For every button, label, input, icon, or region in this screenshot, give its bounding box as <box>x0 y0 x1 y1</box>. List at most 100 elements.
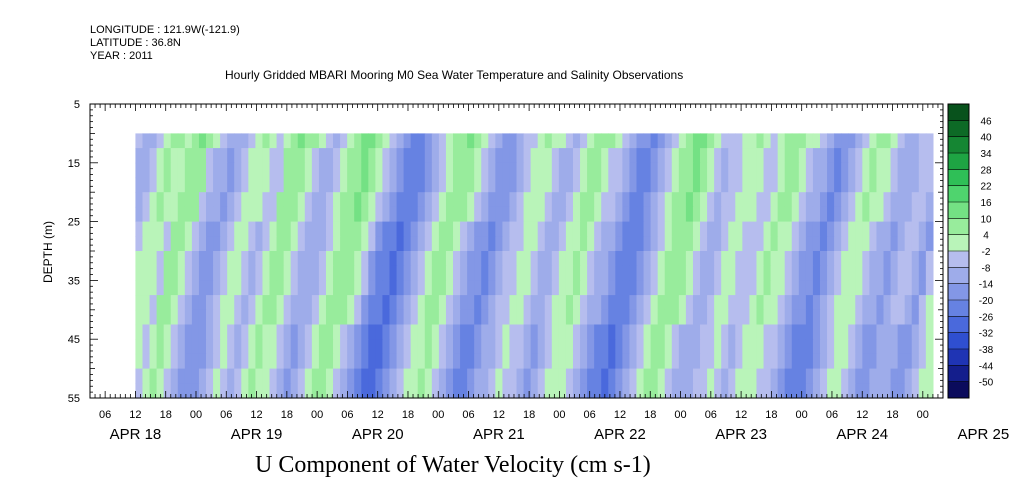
heatmap-cell <box>530 221 539 237</box>
day-label: APR 18 <box>110 426 162 443</box>
heatmap-cell <box>530 383 539 399</box>
heatmap-cell <box>467 309 475 326</box>
heatmap-cell <box>410 206 419 223</box>
heatmap-cell <box>177 368 186 384</box>
heatmap-cell <box>396 148 405 164</box>
heatmap-cell <box>227 368 235 384</box>
heatmap-cell <box>643 324 652 340</box>
heatmap-cell <box>354 206 362 223</box>
heatmap-cell <box>594 383 602 399</box>
heatmap-cell <box>325 383 334 399</box>
day-label: APR 25 <box>958 426 1009 443</box>
longitude-label: LONGITUDE : 121.9W(-121.9) <box>90 24 240 36</box>
heatmap-cell <box>643 368 652 384</box>
heatmap-cell <box>431 339 440 355</box>
heatmap-cell <box>382 133 391 149</box>
heatmap-cell <box>142 236 151 252</box>
heatmap-cell <box>869 368 878 384</box>
heatmap-cell <box>297 162 306 179</box>
heatmap-cell <box>551 251 560 267</box>
heatmap-cell <box>791 280 800 296</box>
heatmap-cell <box>558 148 567 164</box>
heatmap-cell <box>156 295 165 311</box>
heatmap-cell <box>198 353 207 370</box>
heatmap-cell <box>911 162 920 179</box>
heatmap-cell <box>812 177 821 193</box>
heatmap-cell <box>205 295 214 311</box>
heatmap-cell <box>798 251 807 267</box>
heatmap-cell <box>347 265 355 281</box>
heatmap-cell <box>650 309 659 326</box>
heatmap-cell <box>544 280 553 296</box>
heatmap-cell <box>608 295 616 311</box>
colorbar-swatch <box>948 185 969 203</box>
heatmap-cell <box>495 295 504 311</box>
heatmap-cell <box>297 236 306 252</box>
heatmap-cell <box>925 309 934 326</box>
colorbar-label: -44 <box>979 361 994 372</box>
heatmap-cell <box>382 383 391 399</box>
heatmap-cell <box>841 265 849 281</box>
heatmap-cell <box>890 236 899 252</box>
heatmap-cell <box>770 368 779 384</box>
colorbar-label: 16 <box>980 198 992 209</box>
heatmap-cell <box>897 177 906 193</box>
heatmap-cell <box>876 324 885 340</box>
heatmap-cell <box>304 148 313 164</box>
heatmap-cell <box>594 309 602 326</box>
heatmap-cell <box>184 221 193 237</box>
x-axis: 06 12 18 00 06 12 18 00 06 12 18 00 06 12 18 00 06 12 18 00… <box>89 104 1009 443</box>
heatmap-cell <box>777 177 786 193</box>
heatmap-cell <box>502 368 511 384</box>
heatmap-cell <box>255 280 264 296</box>
heatmap-cell <box>742 177 751 193</box>
heatmap-cell <box>213 177 221 193</box>
heatmap-cell <box>269 192 278 208</box>
heatmap-cell <box>396 280 405 296</box>
heatmap-cell <box>643 162 652 179</box>
heatmap-cell <box>467 295 475 311</box>
heatmap-cell <box>721 236 729 252</box>
heatmap-cell <box>205 383 214 399</box>
heatmap-cell <box>170 177 179 193</box>
heatmap-cell <box>587 177 595 193</box>
heatmap-cell <box>438 280 447 296</box>
heatmap-cell <box>361 148 369 164</box>
heatmap-cell <box>904 177 913 193</box>
heatmap-cell <box>205 309 214 326</box>
heatmap-cell <box>678 177 687 193</box>
heatmap-cell <box>918 368 927 384</box>
heatmap-cell <box>474 324 482 340</box>
heatmap-cell <box>812 265 821 281</box>
heatmap-cell <box>742 368 751 384</box>
heatmap-cell <box>749 265 758 281</box>
heatmap-cell <box>664 353 673 370</box>
heatmap-cell <box>213 162 221 179</box>
heatmap-cell <box>283 353 292 370</box>
heatmap-cell <box>213 236 221 252</box>
heatmap-cell <box>431 368 440 384</box>
heatmap-cell <box>622 192 631 208</box>
heatmap-cell <box>170 148 179 164</box>
heatmap-cell <box>918 383 927 399</box>
heatmap-cell <box>198 280 207 296</box>
heatmap-cell <box>198 295 207 311</box>
heatmap-field <box>135 133 934 399</box>
heatmap-cell <box>368 221 376 237</box>
heatmap-cell <box>685 309 694 326</box>
heatmap-cell <box>777 353 786 370</box>
heatmap-cell <box>198 383 207 399</box>
heatmap-cell <box>749 221 758 237</box>
heatmap-cell <box>777 309 786 326</box>
colorbar-swatch <box>948 104 969 121</box>
heatmap-cell <box>438 309 447 326</box>
heatmap-cell <box>431 353 440 370</box>
heatmap-cell <box>340 148 348 164</box>
heatmap-cell <box>516 295 525 311</box>
heatmap-cell <box>587 353 595 370</box>
heatmap-cell <box>269 280 278 296</box>
heatmap-cell <box>565 265 574 281</box>
heatmap-cell <box>636 280 645 296</box>
heatmap-cell <box>474 295 482 311</box>
heatmap-cell <box>692 295 701 311</box>
